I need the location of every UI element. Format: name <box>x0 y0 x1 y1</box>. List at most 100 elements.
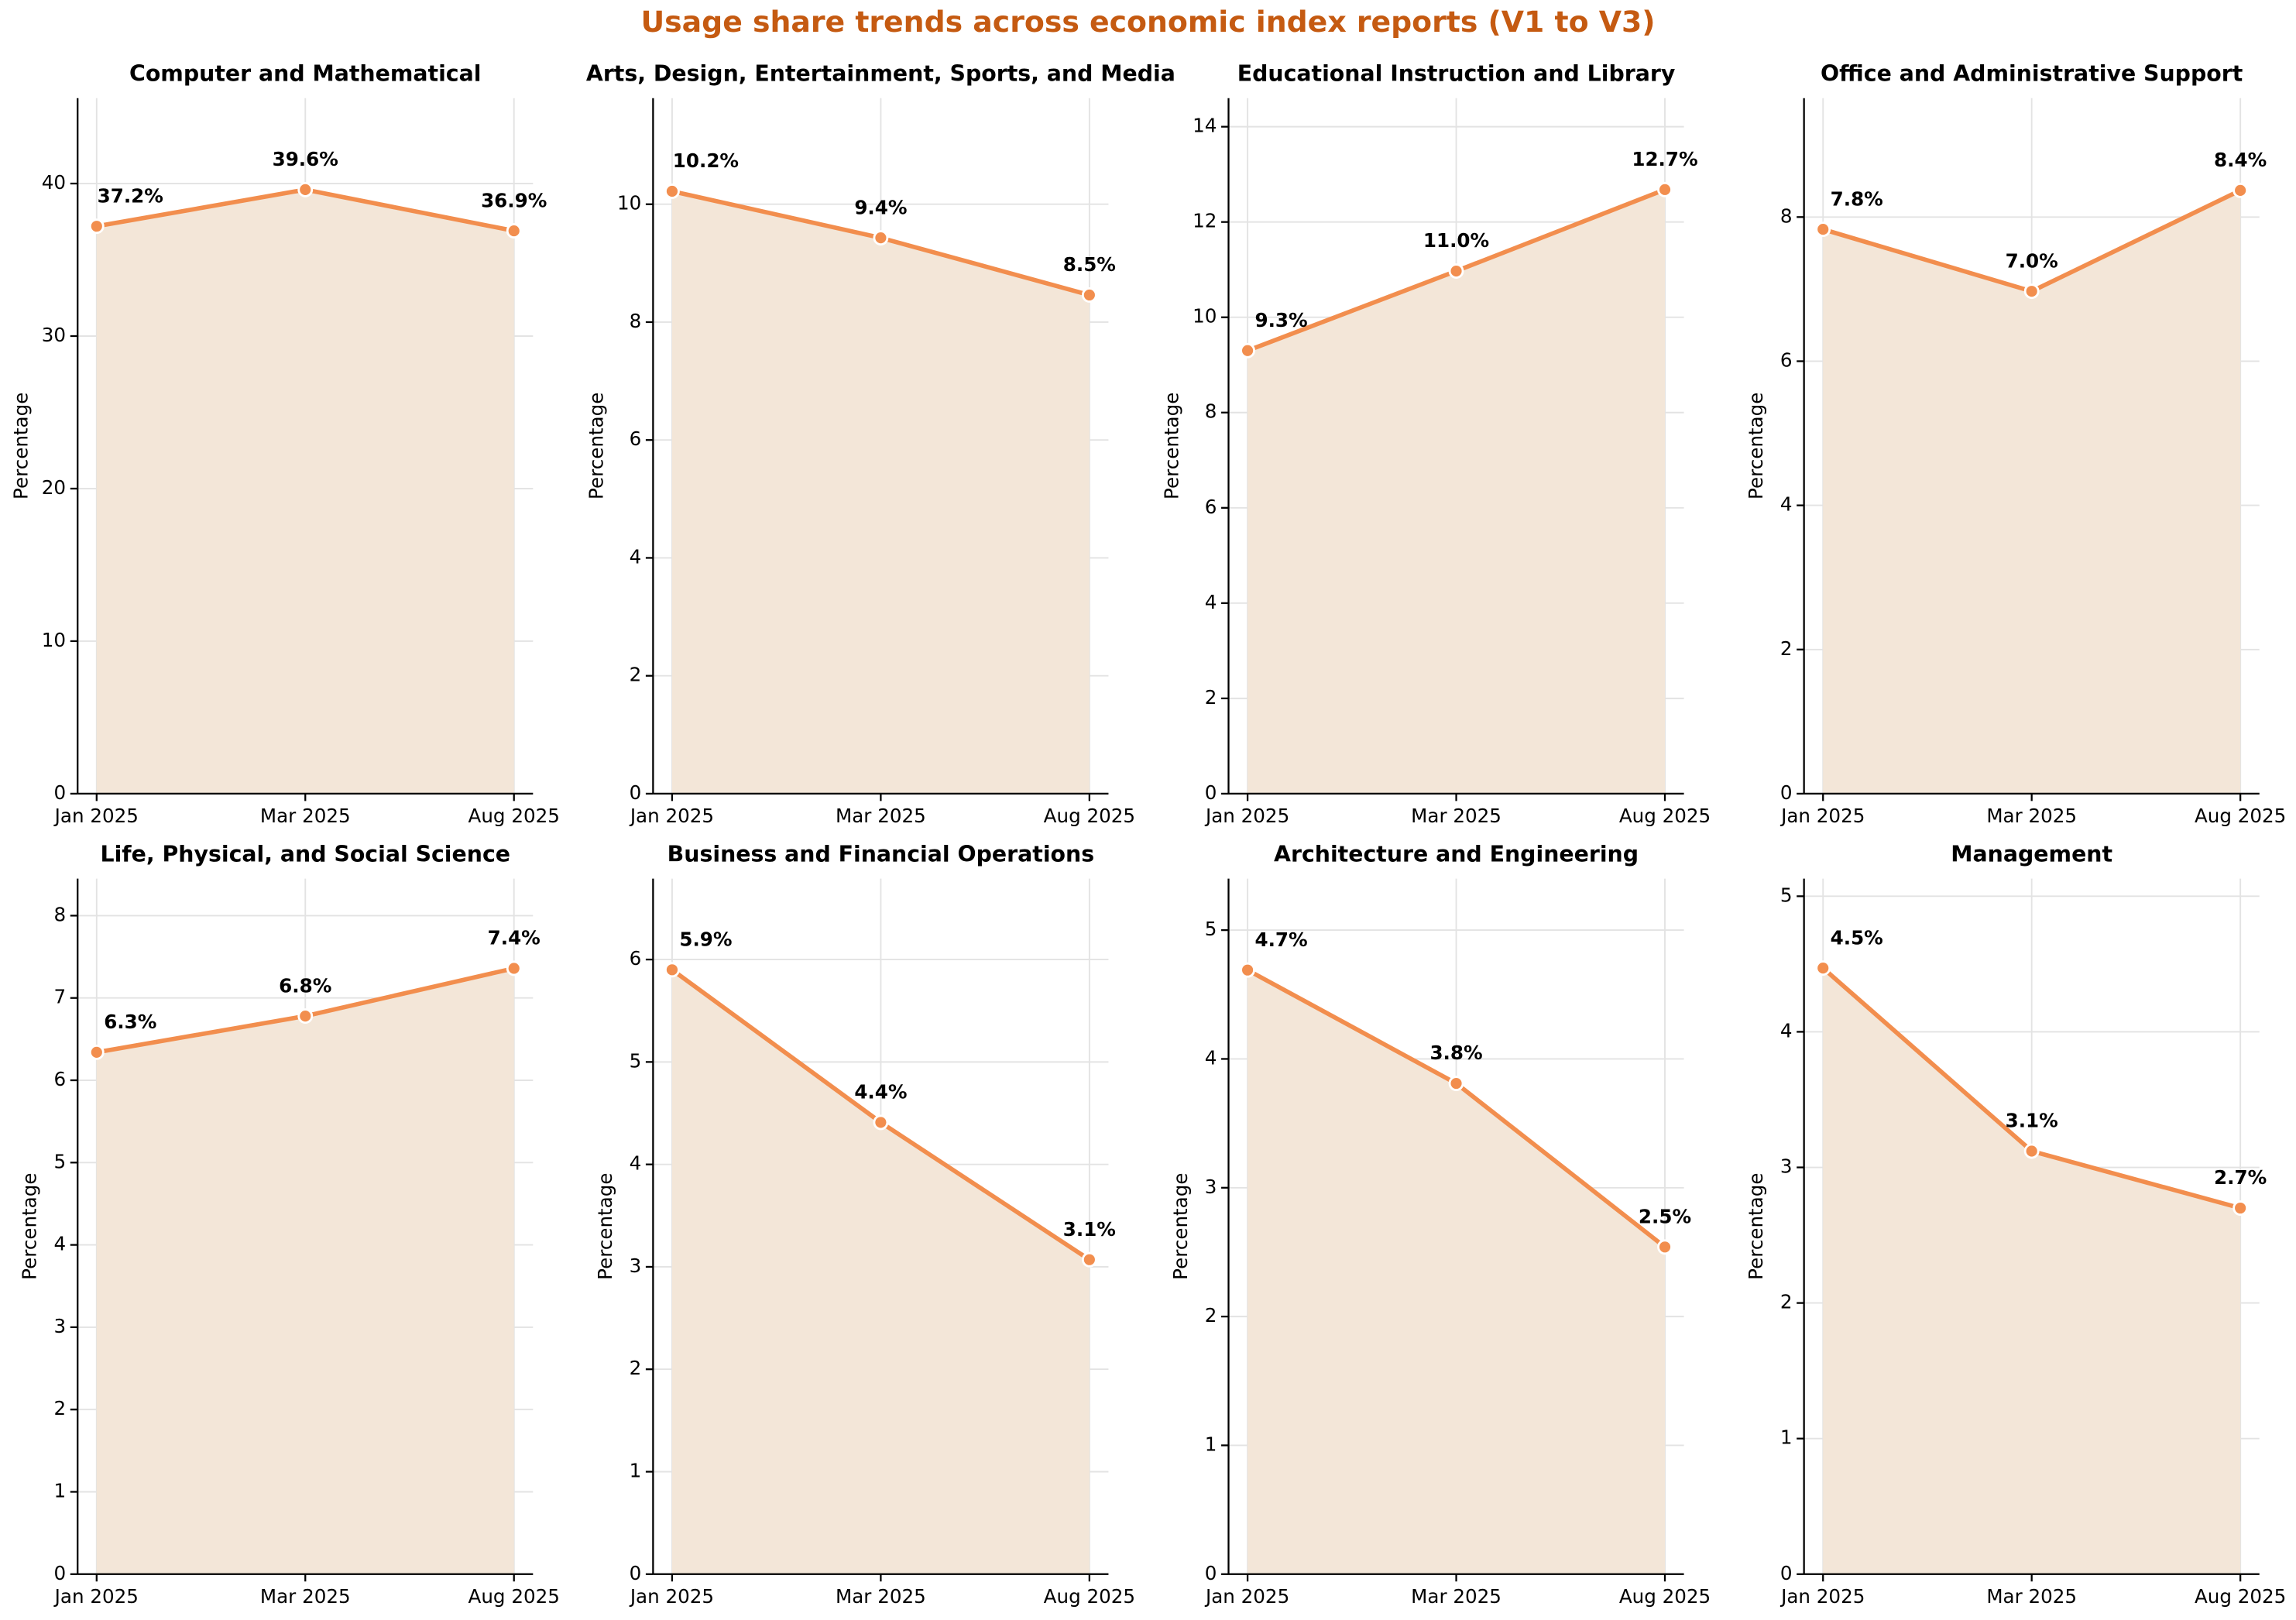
y-axis-label: Percentage <box>1745 1173 1767 1280</box>
y-tick-label: 30 <box>42 324 66 346</box>
y-axis-label: Percentage <box>594 1173 616 1280</box>
value-label: 11.0% <box>1423 229 1489 252</box>
y-tick-label: 5 <box>1205 918 1217 940</box>
point <box>1240 962 1256 978</box>
area <box>671 970 1090 1574</box>
x-tick-label: Mar 2025 <box>260 805 351 827</box>
x-tick-label: Aug 2025 <box>468 805 560 827</box>
value-label: 6.3% <box>104 1011 156 1033</box>
point <box>2023 1143 2040 1159</box>
y-tick-label: 0 <box>53 1562 66 1584</box>
value-label: 39.6% <box>273 148 338 170</box>
subplot-title: Business and Financial Operations <box>668 841 1094 867</box>
point <box>1657 1239 1673 1255</box>
point <box>1448 1076 1464 1091</box>
value-label: 37.2% <box>98 184 163 207</box>
point <box>873 230 889 246</box>
subplot-title: Office and Administrative Support <box>1821 60 2243 86</box>
point <box>1815 960 1831 976</box>
point <box>1081 287 1097 303</box>
value-label: 2.5% <box>1639 1205 1691 1227</box>
value-label: 8.4% <box>2214 149 2267 171</box>
y-tick-label: 10 <box>42 629 66 651</box>
y-tick-label: 4 <box>1205 591 1217 613</box>
x-tick-label: Mar 2025 <box>260 1585 351 1608</box>
point <box>873 1114 889 1131</box>
area <box>1248 970 1666 1574</box>
point <box>88 1044 105 1060</box>
y-axis-label: Percentage <box>585 393 608 499</box>
y-tick-label: 6 <box>630 947 642 970</box>
area <box>1823 968 2241 1574</box>
y-tick-label: 0 <box>53 781 66 804</box>
value-label: 4.5% <box>1831 926 1883 949</box>
y-tick-label: 6 <box>630 427 642 450</box>
value-label: 4.4% <box>854 1081 907 1103</box>
y-axis-label: Percentage <box>1745 393 1767 499</box>
point <box>88 218 105 235</box>
point <box>1240 342 1256 359</box>
y-tick-label: 6 <box>53 1068 66 1090</box>
subplot-title: Computer and Mathematical <box>129 60 481 86</box>
value-label: 3.1% <box>2006 1110 2058 1132</box>
x-tick-label: Jan 2025 <box>1779 1585 1865 1608</box>
x-tick-label: Jan 2025 <box>53 1585 139 1608</box>
x-tick-label: Jan 2025 <box>1204 1585 1289 1608</box>
y-axis-label: Percentage <box>19 1173 41 1280</box>
y-tick-label: 0 <box>1780 1562 1793 1584</box>
y-tick-label: 3 <box>1205 1176 1217 1198</box>
value-label: 7.0% <box>2006 249 2058 272</box>
y-tick-label: 1 <box>53 1479 66 1502</box>
point <box>1081 1251 1097 1268</box>
value-label: 2.7% <box>2214 1166 2267 1189</box>
area <box>1823 190 2241 794</box>
x-tick-label: Mar 2025 <box>1411 1585 1501 1608</box>
x-tick-label: Mar 2025 <box>836 805 926 827</box>
area <box>96 968 514 1574</box>
point <box>2023 283 2040 300</box>
value-label: 7.8% <box>1831 187 1883 210</box>
x-tick-label: Aug 2025 <box>2195 1585 2286 1608</box>
x-tick-label: Aug 2025 <box>1044 805 1135 827</box>
y-tick-label: 0 <box>630 1562 642 1584</box>
y-axis-label: Percentage <box>9 393 32 499</box>
y-tick-label: 0 <box>1205 781 1217 804</box>
point <box>1448 263 1464 279</box>
y-tick-label: 1 <box>1780 1426 1793 1449</box>
y-tick-label: 1 <box>1205 1433 1217 1455</box>
value-label: 5.9% <box>679 928 732 951</box>
x-tick-label: Mar 2025 <box>1986 1585 2077 1608</box>
y-tick-label: 10 <box>617 192 641 215</box>
y-tick-label: 0 <box>1780 781 1793 804</box>
area <box>96 189 514 794</box>
x-tick-label: Jan 2025 <box>1779 805 1865 827</box>
value-label: 8.5% <box>1063 253 1116 276</box>
x-tick-label: Aug 2025 <box>1044 1585 1135 1608</box>
subplot-title: Architecture and Engineering <box>1274 841 1639 867</box>
y-tick-label: 4 <box>630 545 642 568</box>
point <box>1815 221 1831 238</box>
x-tick-label: Aug 2025 <box>468 1585 560 1608</box>
point <box>664 184 680 199</box>
point <box>297 1008 314 1025</box>
y-tick-label: 4 <box>630 1152 642 1175</box>
x-tick-label: Jan 2025 <box>53 805 139 827</box>
value-label: 9.3% <box>1254 309 1307 331</box>
y-tick-label: 6 <box>1780 348 1793 371</box>
value-label: 3.8% <box>1429 1042 1482 1064</box>
point <box>297 181 314 197</box>
point <box>1657 181 1673 197</box>
y-tick-label: 8 <box>630 310 642 332</box>
y-tick-label: 2 <box>630 664 642 686</box>
subplot-title: Management <box>1951 841 2112 867</box>
subplot-title: Educational Instruction and Library <box>1237 60 1676 86</box>
y-tick-label: 2 <box>1205 686 1217 709</box>
y-tick-label: 3 <box>630 1254 642 1277</box>
y-tick-label: 3 <box>53 1315 66 1337</box>
y-tick-label: 5 <box>630 1049 642 1072</box>
x-tick-label: Jan 2025 <box>1204 805 1289 827</box>
area <box>1248 189 1666 794</box>
y-tick-label: 4 <box>1780 1019 1793 1042</box>
